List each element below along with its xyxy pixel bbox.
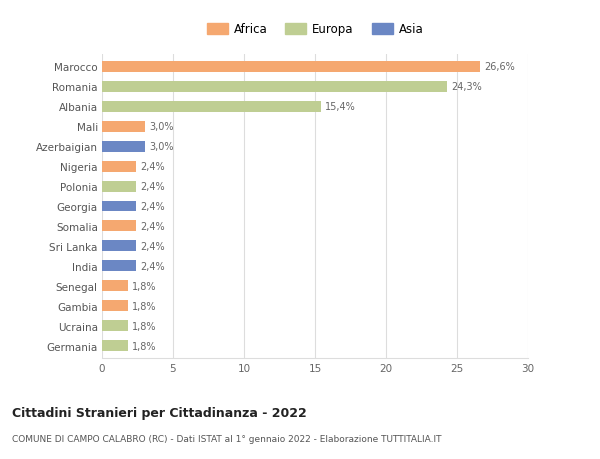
- Text: 1,8%: 1,8%: [132, 341, 157, 351]
- Text: 2,4%: 2,4%: [140, 182, 165, 191]
- Text: 24,3%: 24,3%: [451, 82, 482, 92]
- Bar: [102, 141, 145, 152]
- Text: 1,8%: 1,8%: [132, 301, 157, 311]
- Text: 2,4%: 2,4%: [140, 222, 165, 231]
- Bar: [102, 201, 136, 212]
- Text: COMUNE DI CAMPO CALABRO (RC) - Dati ISTAT al 1° gennaio 2022 - Elaborazione TUTT: COMUNE DI CAMPO CALABRO (RC) - Dati ISTA…: [12, 434, 442, 443]
- Bar: [102, 161, 136, 172]
- Bar: [102, 101, 320, 112]
- Text: 2,4%: 2,4%: [140, 241, 165, 252]
- Text: 3,0%: 3,0%: [149, 122, 173, 132]
- Bar: [102, 241, 136, 252]
- Text: 3,0%: 3,0%: [149, 142, 173, 152]
- Text: 1,8%: 1,8%: [132, 321, 157, 331]
- Bar: [102, 261, 136, 272]
- Text: 1,8%: 1,8%: [132, 281, 157, 291]
- Bar: [102, 321, 128, 331]
- Text: 26,6%: 26,6%: [484, 62, 515, 72]
- Text: 2,4%: 2,4%: [140, 202, 165, 212]
- Bar: [102, 281, 128, 292]
- Bar: [102, 341, 128, 352]
- Text: 2,4%: 2,4%: [140, 261, 165, 271]
- Bar: [102, 82, 447, 92]
- Text: 15,4%: 15,4%: [325, 102, 356, 112]
- Bar: [102, 221, 136, 232]
- Bar: [102, 121, 145, 132]
- Legend: Africa, Europa, Asia: Africa, Europa, Asia: [202, 18, 428, 41]
- Text: 2,4%: 2,4%: [140, 162, 165, 172]
- Bar: [102, 301, 128, 312]
- Text: Cittadini Stranieri per Cittadinanza - 2022: Cittadini Stranieri per Cittadinanza - 2…: [12, 406, 307, 419]
- Bar: [102, 62, 480, 73]
- Bar: [102, 181, 136, 192]
